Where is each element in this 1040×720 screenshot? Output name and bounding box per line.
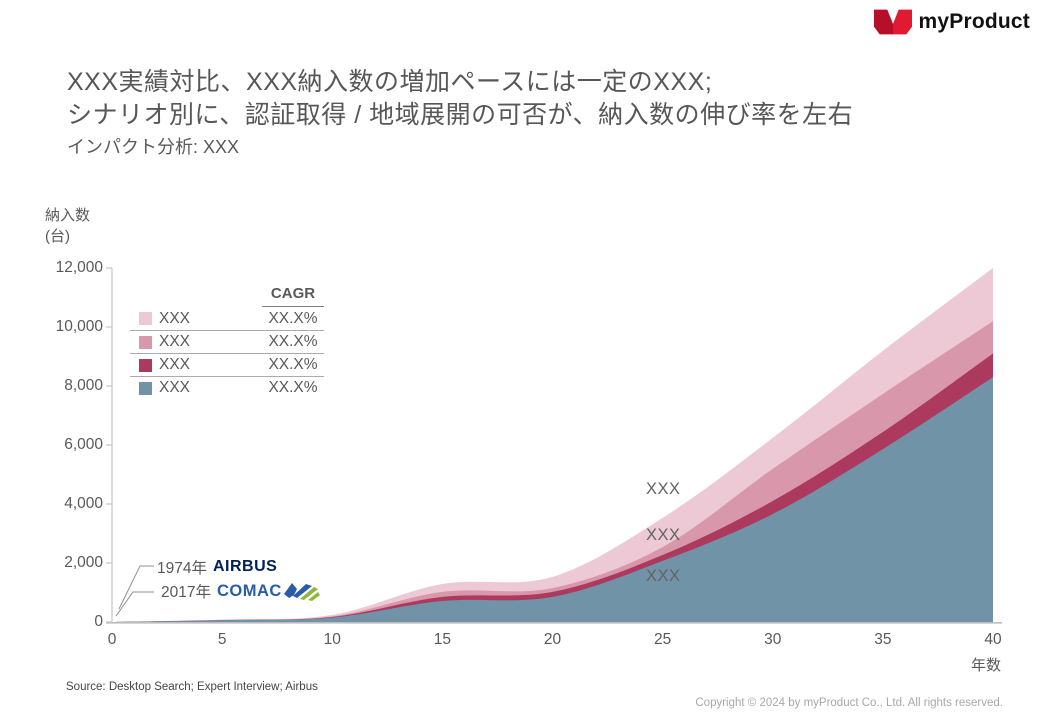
y-tick-label: 8,000 xyxy=(64,377,103,394)
area-series-0 xyxy=(112,377,993,622)
myproduct-logo-icon xyxy=(873,9,912,35)
y-tick-label: 2,000 xyxy=(64,554,103,571)
area-series-group xyxy=(112,268,993,622)
y-tick-label: 6,000 xyxy=(64,436,103,453)
legend-swatch-light-pink xyxy=(139,312,152,325)
legend-row: XXX XX.X% xyxy=(130,330,324,353)
legend-cagr-value: XX.X% xyxy=(268,379,318,396)
source-note: Source: Desktop Search; Expert Interview… xyxy=(66,681,318,693)
x-tick-label: 25 xyxy=(654,631,672,648)
leader-line-comac xyxy=(115,591,154,617)
brand-name: myProduct xyxy=(918,10,1030,33)
legend-label: XXX xyxy=(159,379,191,396)
legend-cagr-value: XX.X% xyxy=(268,356,318,373)
legend-row: XXX XX.X% xyxy=(130,353,324,376)
x-axis-title: 年数 xyxy=(971,657,1002,674)
page-title-line2: シナリオ別に、認証取得 / 地域展開の可否が、納入数の伸び率を左右 xyxy=(67,101,854,129)
legend-cagr-value: XX.X% xyxy=(268,309,318,327)
annotation-airbus: 1974年 AIRBUS xyxy=(157,556,277,578)
scenario-label-bottom: XXX xyxy=(646,567,681,585)
x-tick-label: 20 xyxy=(543,631,562,648)
comac-logo-text: COMAC xyxy=(216,581,282,600)
copyright-note: Copyright © 2024 by myProduct Co., Ltd. … xyxy=(695,697,1003,709)
legend-swatch-crimson xyxy=(139,358,152,372)
annotation-comac: 2017年 COMAC xyxy=(161,580,320,602)
x-tick-label: 5 xyxy=(217,631,227,648)
x-tick-label: 30 xyxy=(764,631,782,648)
legend-label: XXX xyxy=(159,356,191,373)
brand-logo: myProduct xyxy=(873,9,1031,35)
airbus-logo: AIRBUS xyxy=(212,558,278,575)
x-tick-label: 0 xyxy=(107,631,117,648)
y-axis-title: 納入数 (台) xyxy=(45,205,90,247)
x-tick-label: 35 xyxy=(874,631,892,648)
annotation-comac-year: 2017年 xyxy=(161,584,211,601)
legend-cagr-value: XX.X% xyxy=(268,333,318,350)
x-tick-label: 15 xyxy=(433,631,451,648)
y-tick-label: 4,000 xyxy=(64,495,103,512)
legend-label: XXX xyxy=(159,309,191,327)
y-tick-label: 12,000 xyxy=(55,259,103,276)
legend-cagr-header: CAGR xyxy=(262,285,324,307)
legend-swatch-medium-pink xyxy=(139,335,152,349)
y-tick-label: 0 xyxy=(94,613,103,630)
axes-group xyxy=(106,267,1002,624)
leader-line-airbus xyxy=(118,565,154,610)
scenario-label-top: XXX xyxy=(646,480,681,498)
y-tick-label: 10,000 xyxy=(55,318,103,335)
legend-header: CAGR xyxy=(130,285,324,307)
y-axis-title-line2: (台) xyxy=(45,228,70,245)
y-axis-title-line1: 納入数 xyxy=(45,207,91,224)
annotation-airbus-year: 1974年 xyxy=(157,560,207,577)
legend-row: XXX XX.X% xyxy=(130,376,324,399)
legend-row: XXX XX.X% xyxy=(130,307,324,330)
legend-label: XXX xyxy=(159,333,191,350)
x-tick-label: 10 xyxy=(323,631,341,648)
chart-legend: CAGR XXX XX.X% XXX XX.X% XXX XX.X% XXX X… xyxy=(130,285,324,399)
scenario-label-middle: XXX xyxy=(646,526,681,544)
x-tick-label: 40 xyxy=(984,631,1002,648)
title-block: XXX実績対比、XXX納入数の増加ペースには一定のXXX; シナリオ別に、認証取… xyxy=(67,66,967,159)
page-subtitle: インパクト分析: XXX xyxy=(67,137,240,157)
page-title-line1: XXX実績対比、XXX納入数の増加ペースには一定のXXX; xyxy=(67,68,713,96)
comac-swoosh-icon xyxy=(283,583,320,601)
comac-logo: COMAC xyxy=(217,581,320,601)
legend-swatch-blue-gray xyxy=(139,381,152,395)
